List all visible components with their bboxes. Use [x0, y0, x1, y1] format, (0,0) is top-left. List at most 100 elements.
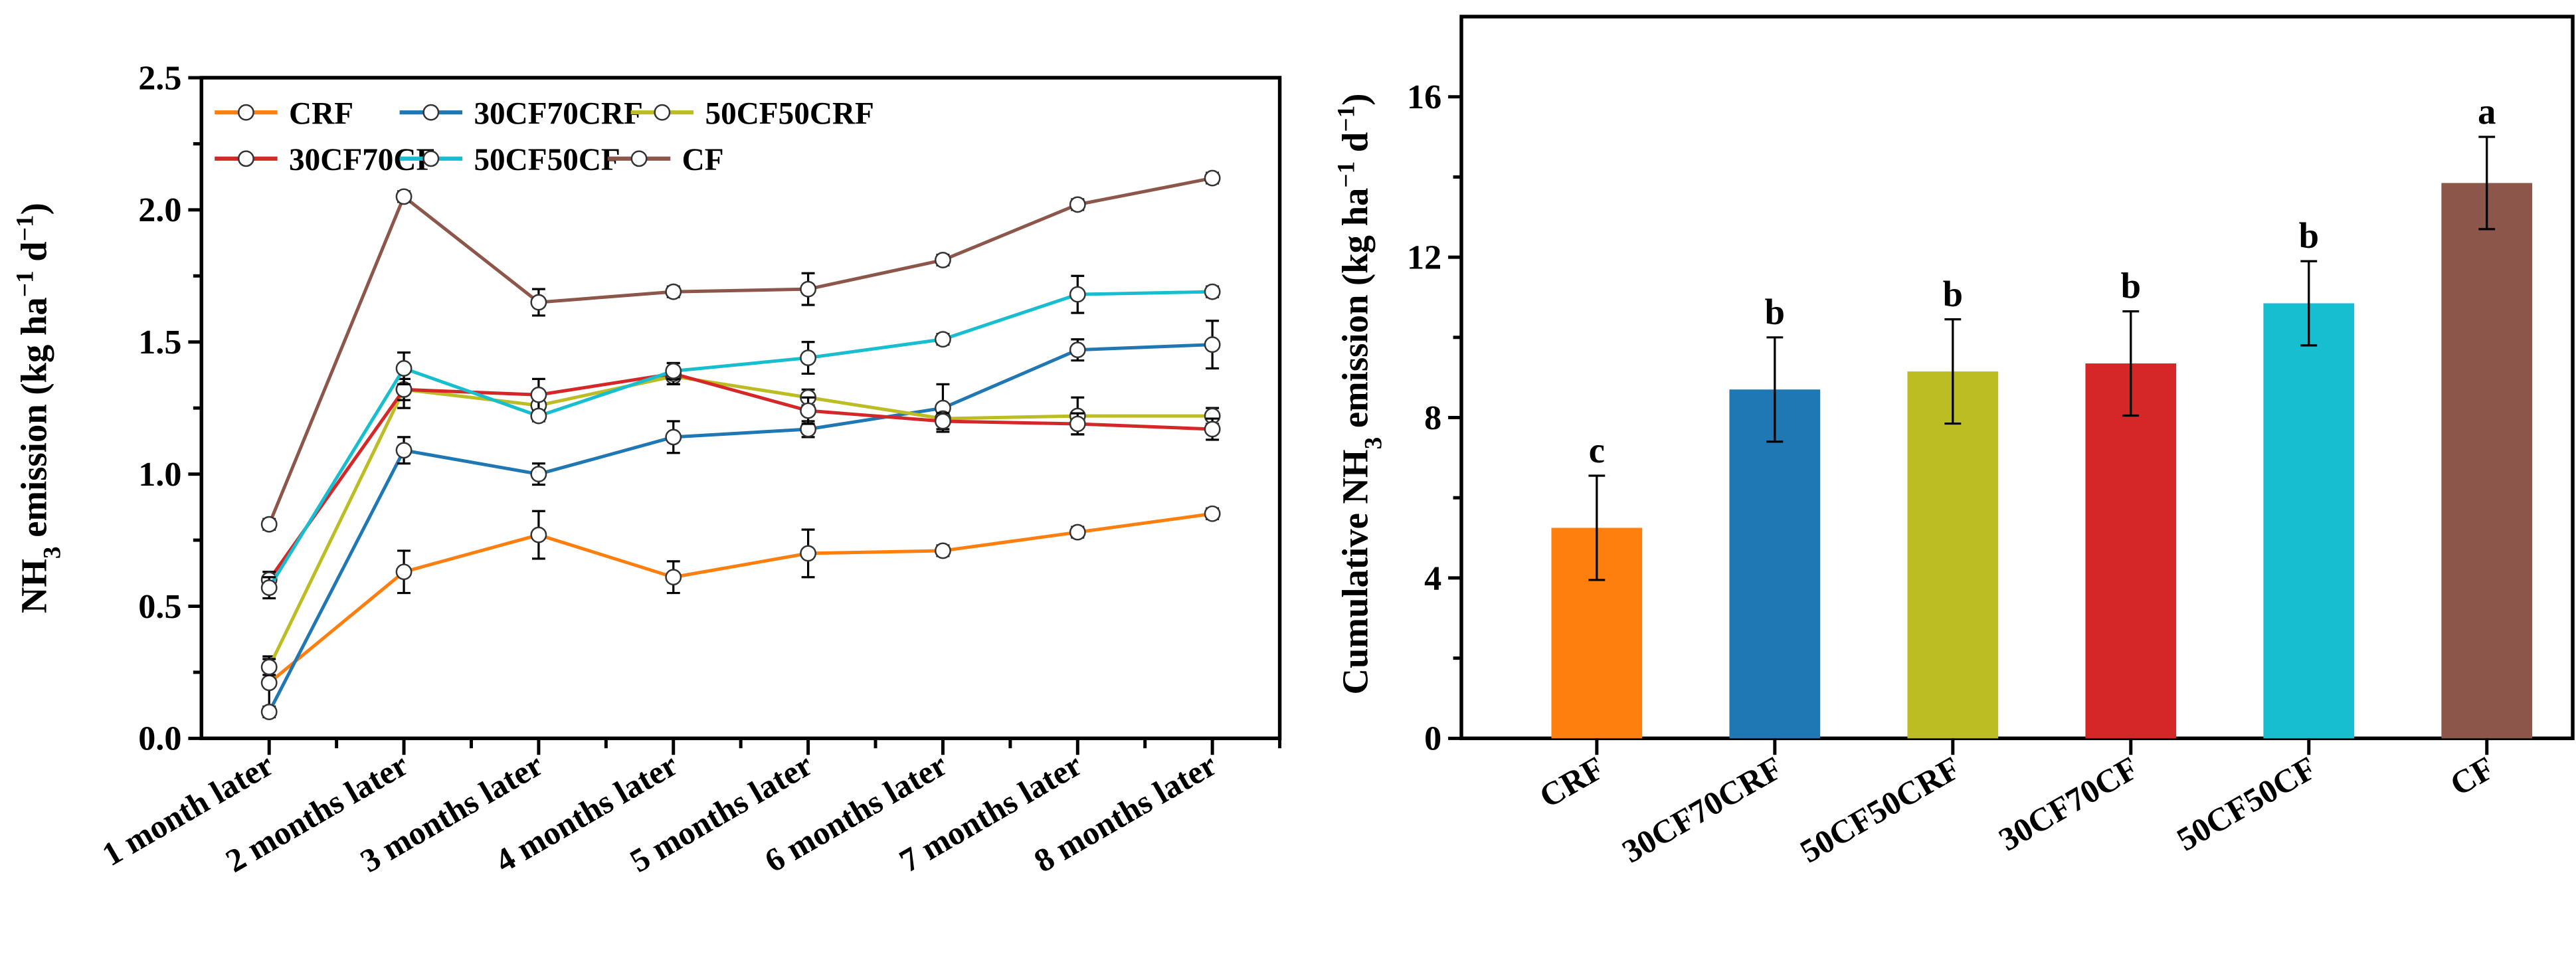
- legend-marker: [630, 150, 648, 167]
- data-point: [1204, 169, 1221, 187]
- data-point: [395, 442, 413, 459]
- y-tick-label: 16: [1407, 78, 1441, 116]
- y-axis-label-part: ): [14, 203, 54, 215]
- bar-chart-panel: 0 4 8 12 16 Cumulative NH3 emission (kg ha−1 …: [1333, 15, 2575, 870]
- data-point: [260, 704, 278, 720]
- series-line: [267, 343, 1213, 713]
- data-point: [1069, 415, 1086, 433]
- legend-item-CF: CF: [607, 143, 724, 177]
- data-point: [530, 466, 547, 483]
- y-tick-label: 1.0: [138, 455, 181, 494]
- series-line: [267, 374, 1213, 668]
- legend-label: CF: [682, 143, 724, 177]
- y-axis-label-part: d: [1334, 132, 1375, 161]
- series-50CF50CF: [260, 274, 1221, 600]
- data-point: [665, 283, 682, 300]
- y-axis-label: Cumulative NH3 emission (kg ha−1 d−1): [1333, 94, 1387, 695]
- legend-label: CRF: [289, 97, 353, 132]
- series-line: [268, 290, 1213, 589]
- data-point: [800, 280, 817, 298]
- bar-30CF70CRF: [1729, 389, 1821, 739]
- y-axis-label-part: −1: [1333, 106, 1360, 132]
- legend-item-30CF70CRF: 30CF70CRF: [399, 97, 643, 132]
- x-tick-label: 50CF50CF: [2171, 749, 2322, 858]
- y-tick-label: 2.0: [138, 191, 181, 229]
- data-point: [800, 349, 817, 367]
- legend-item-50CF50CRF: 50CF50CRF: [630, 97, 874, 132]
- y-tick-label: 0.5: [138, 587, 181, 626]
- y-axis-label-part: Cumulative NH: [1334, 449, 1375, 694]
- data-point: [800, 545, 817, 562]
- legend-marker: [237, 104, 254, 121]
- significance-letter: b: [1765, 292, 1785, 332]
- x-tick-label: 50CF50CRF: [1794, 749, 1966, 870]
- y-tick-label: 2.5: [138, 58, 181, 97]
- data-point: [530, 526, 547, 543]
- legend-item-CRF: CRF: [215, 97, 353, 132]
- data-point: [395, 360, 413, 377]
- y-axis-label-part: ): [1334, 94, 1375, 106]
- x-tick-label: CF: [2444, 749, 2500, 803]
- series-30CF70CRF: [260, 320, 1221, 720]
- data-point: [1204, 283, 1221, 300]
- bar-50CF50CF: [2263, 303, 2355, 739]
- data-point: [1069, 286, 1086, 303]
- data-point: [665, 569, 682, 586]
- legend-label: 50CF50CRF: [705, 97, 874, 132]
- significance-letter: c: [1589, 430, 1605, 470]
- y-tick-label: 1.5: [138, 323, 181, 361]
- data-point: [530, 386, 547, 403]
- y-axis-label-part: −1: [11, 215, 39, 241]
- series-line: [268, 512, 1213, 684]
- data-point: [1204, 336, 1221, 353]
- data-point: [935, 542, 951, 559]
- significance-letter: b: [2299, 215, 2319, 256]
- bar-50CF50CRF: [1907, 371, 1999, 739]
- data-point: [395, 563, 413, 581]
- line-chart-panel: 0.0 0.5 1.0 1.5 2.0 2.5 NH3 emission (kg ha−1 …: [11, 58, 1282, 880]
- y-axis-label-part: −1: [11, 270, 39, 297]
- y-axis-label-part: emission (kg ha: [1334, 188, 1375, 437]
- legend-label: 50CF50CF: [474, 143, 620, 177]
- data-point: [1069, 196, 1086, 213]
- series-CF: [260, 169, 1221, 533]
- y-axis-label-part: 3: [39, 546, 66, 559]
- y-tick-label: 0: [1424, 720, 1441, 758]
- y-axis-label-part: emission (kg ha: [14, 297, 54, 546]
- y-axis-label-part: −1: [1333, 161, 1360, 188]
- series-line: [268, 371, 1213, 581]
- y-axis-label-part: 3: [1360, 437, 1387, 450]
- legend-marker: [422, 150, 440, 167]
- data-point: [665, 363, 682, 379]
- data-point: [530, 407, 547, 425]
- data-point: [935, 331, 951, 348]
- series-line: [267, 176, 1213, 526]
- data-point: [260, 658, 278, 676]
- data-point: [1204, 421, 1221, 438]
- series-CRF: [260, 505, 1221, 711]
- y-axis-label-part: d: [14, 241, 54, 270]
- bar-CF: [2441, 183, 2533, 739]
- legend-marker: [237, 150, 254, 167]
- bar-30CF70CF: [2085, 363, 2177, 739]
- legend-label: 30CF70CRF: [474, 97, 642, 132]
- data-point: [935, 251, 951, 268]
- y-tick-label: 0.0: [138, 720, 181, 758]
- legend-marker: [654, 104, 671, 121]
- y-axis-label: NH3 emission (kg ha−1 d−1): [11, 203, 66, 613]
- data-point: [530, 294, 547, 311]
- x-tick-label: 30CF70CF: [1993, 749, 2144, 858]
- x-tick-label: CRF: [1533, 749, 1610, 815]
- y-tick-label: 8: [1424, 399, 1441, 437]
- data-point: [935, 413, 951, 430]
- y-tick-label: 12: [1407, 239, 1441, 277]
- data-point: [395, 188, 413, 205]
- data-point: [1069, 524, 1086, 541]
- data-point: [800, 402, 817, 419]
- plot-frame: [1459, 15, 2575, 741]
- data-point: [1204, 505, 1221, 522]
- y-axis-label-part: NH: [14, 559, 54, 613]
- legend-item-50CF50CF: 50CF50CF: [399, 143, 620, 177]
